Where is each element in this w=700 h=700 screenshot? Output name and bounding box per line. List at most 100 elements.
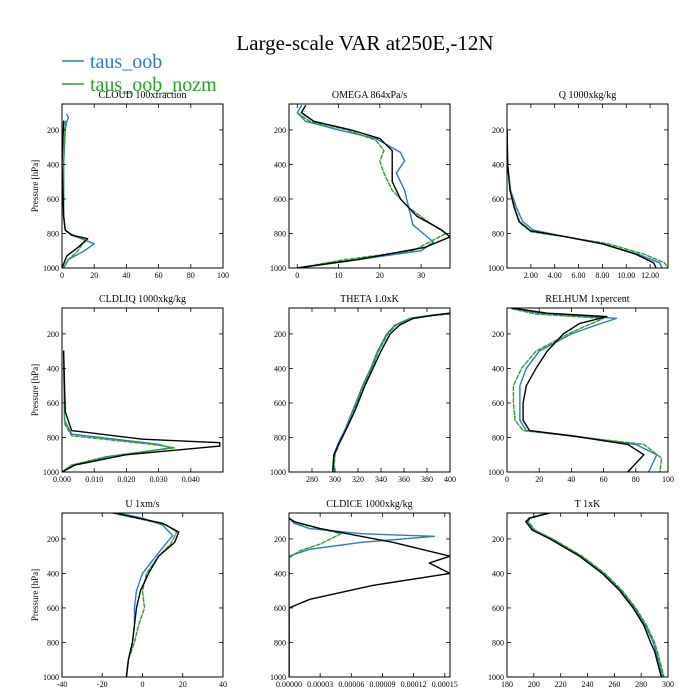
y-tick-label: 800 xyxy=(492,433,504,442)
series-taus-oob xyxy=(526,513,664,677)
y-tick-label: 800 xyxy=(47,229,59,238)
x-tick-label: 0.040 xyxy=(182,475,200,484)
x-tick-label: 100 xyxy=(662,475,674,484)
x-tick-label: 0.000 xyxy=(53,475,71,484)
y-tick-label: 800 xyxy=(47,638,59,647)
series-taus-oob xyxy=(332,312,450,472)
panel-omega: OMEGA 864xPa/s 0 10 20 30 200 400 600 800 1000 xyxy=(270,90,451,280)
x-tick-label: 80 xyxy=(187,271,195,280)
x-tick-label: 180 xyxy=(501,680,513,689)
panel-cldliq: CLDLIQ 1000xkg/kg 0.000 0.010 0.020 0.030 0.0… xyxy=(30,294,224,484)
x-tick-label: 80 xyxy=(632,475,640,484)
series-taus-oob xyxy=(296,105,435,268)
panel-frame xyxy=(61,103,224,269)
x-tick-label: 360 xyxy=(398,475,410,484)
panel-frame xyxy=(288,103,451,269)
legend-label-taus-oob: taus_oob xyxy=(90,51,162,73)
x-tick-label: 10.00 xyxy=(617,271,635,280)
x-tick-label: 0.020 xyxy=(117,475,135,484)
y-tick-label: 400 xyxy=(47,160,59,169)
x-tick-label: 2.00 xyxy=(524,271,538,280)
panel-frame xyxy=(61,307,224,473)
x-tick-label: 0.010 xyxy=(85,475,103,484)
y-tick-label: 200 xyxy=(274,126,286,135)
panel-cloud: CLOUD 100xfraction 0 20 40 60 80 100 200 400 600 8… xyxy=(30,90,229,280)
series-reference xyxy=(289,517,450,677)
x-tick-label: 0.00012 xyxy=(401,680,427,689)
series-reference xyxy=(113,513,180,677)
legend: taus_oob taus_oob_nozm xyxy=(62,51,217,96)
panel-title: THETA 1.0xK xyxy=(340,294,399,305)
series-taus-oob xyxy=(117,513,174,677)
x-tick-label: 400 xyxy=(444,475,456,484)
x-tick-label: 0.00015 xyxy=(432,680,458,689)
x-tick-label: 20 xyxy=(179,680,187,689)
y-tick-label: 200 xyxy=(274,535,286,544)
x-tick-label: 60 xyxy=(155,271,163,280)
y-tick-label: 1000 xyxy=(488,264,504,273)
panel-title: CLDLIQ 1000xkg/kg xyxy=(99,294,186,305)
panel-title: U 1xm/s xyxy=(125,499,159,510)
x-tick-label: 30 xyxy=(417,271,425,280)
series-taus-oob-nozm xyxy=(511,308,663,472)
y-tick-label: 400 xyxy=(492,364,504,373)
y-tick-label: 600 xyxy=(274,195,286,204)
y-tick-label: 600 xyxy=(274,604,286,613)
series-reference xyxy=(525,513,662,677)
y-tick-label: 200 xyxy=(492,535,504,544)
x-tick-label: -40 xyxy=(57,680,68,689)
y-tick-label: 400 xyxy=(274,569,286,578)
x-tick-label: 200 xyxy=(528,680,540,689)
x-tick-label: 380 xyxy=(421,475,433,484)
panel-frame xyxy=(288,307,451,473)
x-tick-label: 0 xyxy=(60,271,64,280)
x-tick-label: -20 xyxy=(97,680,108,689)
x-tick-label: 20 xyxy=(90,271,98,280)
x-tick-label: 40 xyxy=(122,271,130,280)
x-tick-label: 0 xyxy=(141,680,145,689)
y-tick-label: 1000 xyxy=(270,468,286,477)
y-tick-label: 600 xyxy=(492,399,504,408)
panel-frame xyxy=(288,512,451,678)
series-reference xyxy=(296,105,450,268)
panel-theta: THETA 1.0xK 280 300 320 340 360 380 400 200 400 60… xyxy=(270,294,456,484)
y-tick-label: 1000 xyxy=(270,673,286,682)
x-tick-label: 220 xyxy=(555,680,567,689)
y-tick-label: 800 xyxy=(274,433,286,442)
panel-frame xyxy=(506,307,669,473)
y-tick-label: 200 xyxy=(47,330,59,339)
y-tick-label: 600 xyxy=(274,399,286,408)
series-reference xyxy=(62,120,89,268)
series-reference xyxy=(332,312,450,472)
series-reference xyxy=(507,129,657,268)
y-tick-label: 400 xyxy=(47,364,59,373)
y-tick-label: 200 xyxy=(492,330,504,339)
x-tick-label: 20 xyxy=(535,475,543,484)
x-tick-label: 60 xyxy=(600,475,608,484)
x-tick-label: 6.00 xyxy=(572,271,586,280)
y-tick-label: 600 xyxy=(47,195,59,204)
panel-title: CLDICE 1000xkg/kg xyxy=(326,499,412,510)
x-tick-label: 0 xyxy=(295,271,299,280)
x-tick-label: 40 xyxy=(567,475,575,484)
y-tick-label: 600 xyxy=(492,604,504,613)
y-tick-label: 600 xyxy=(492,195,504,204)
x-tick-label: 0 xyxy=(505,475,509,484)
series-taus-oob-nozm xyxy=(333,313,450,472)
x-tick-label: 10 xyxy=(335,271,343,280)
y-axis-label: Pressure [hPa] xyxy=(30,160,40,212)
y-tick-label: 1000 xyxy=(43,468,59,477)
y-tick-label: 400 xyxy=(274,364,286,373)
y-tick-label: 800 xyxy=(274,229,286,238)
x-tick-label: 280 xyxy=(635,680,647,689)
y-tick-label: 1000 xyxy=(43,264,59,273)
y-tick-label: 400 xyxy=(47,569,59,578)
x-tick-label: 0.00000 xyxy=(276,680,302,689)
panel-frame xyxy=(506,512,669,678)
panel-title: RELHUM 1xpercent xyxy=(545,294,629,305)
x-tick-label: 240 xyxy=(582,680,594,689)
x-tick-label: 300 xyxy=(662,680,674,689)
series-reference xyxy=(62,350,221,472)
y-tick-label: 200 xyxy=(47,126,59,135)
